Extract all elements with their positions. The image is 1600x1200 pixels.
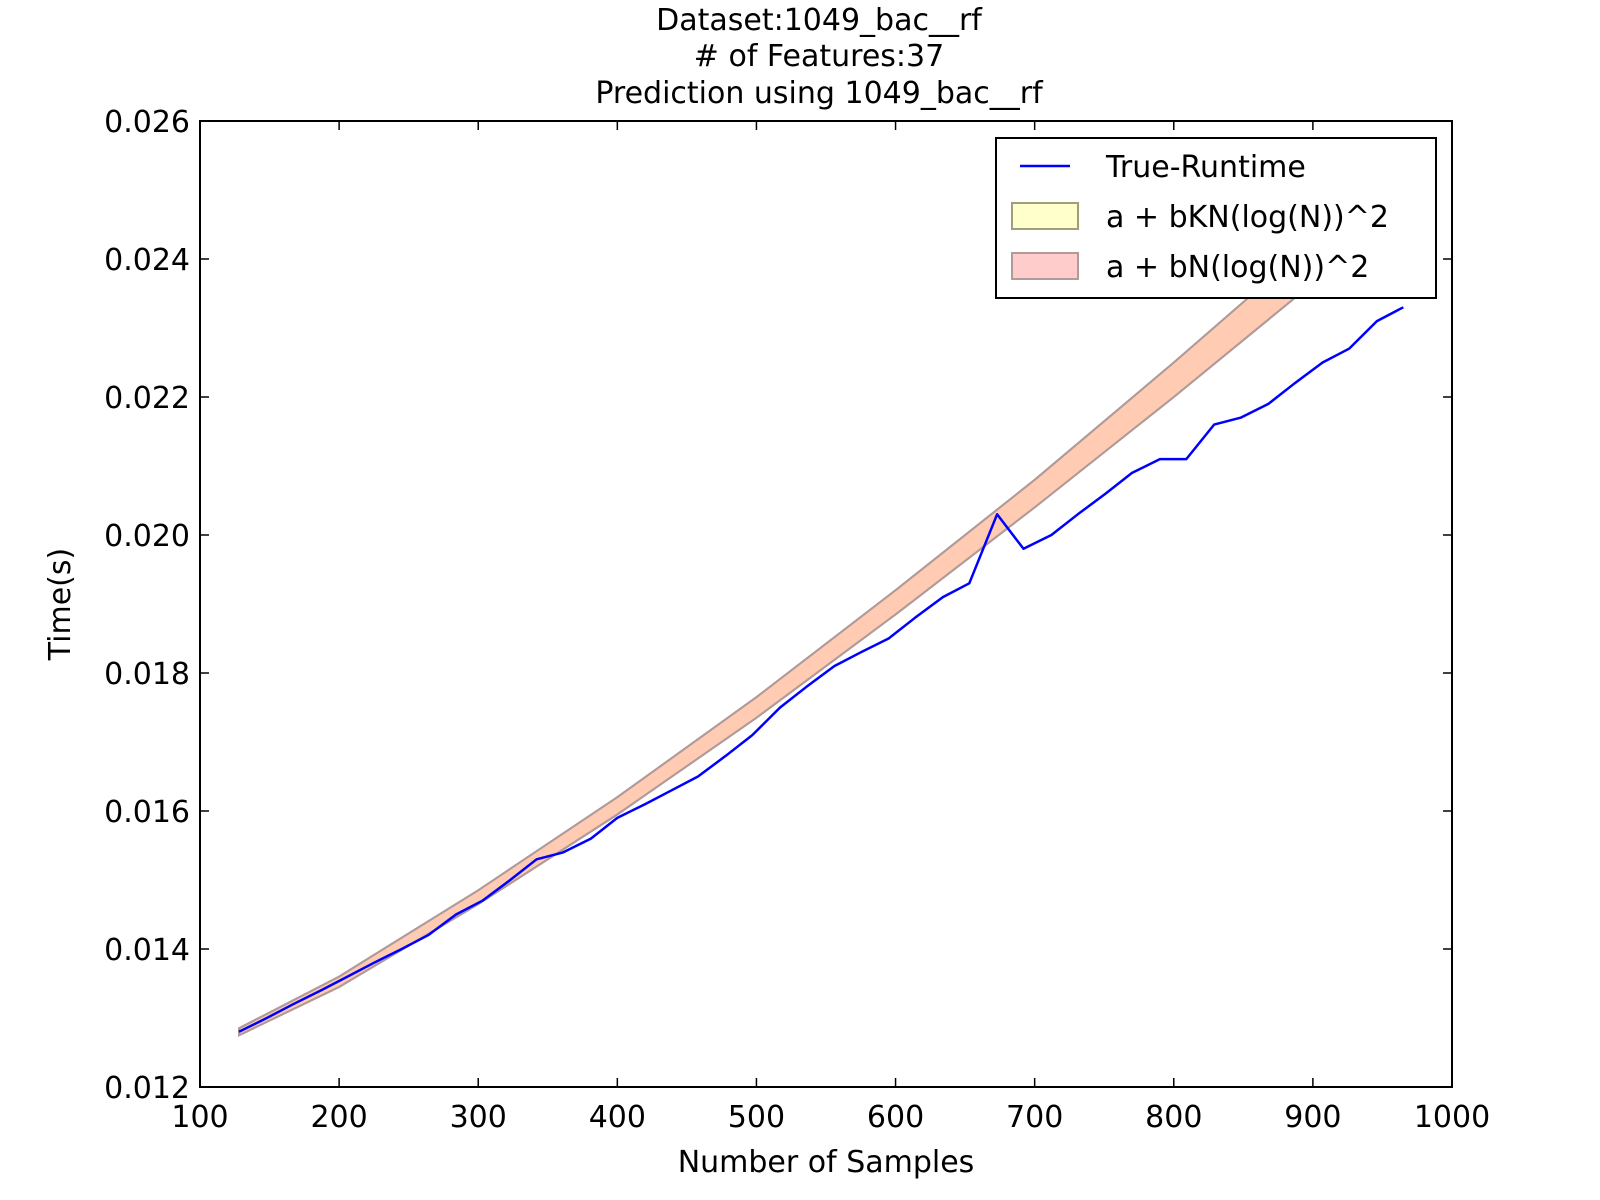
true-runtime-point bbox=[1185, 458, 1188, 461]
true-runtime-point bbox=[616, 816, 619, 819]
y-tick-label: 0.022 bbox=[104, 381, 190, 416]
x-tick-label: 100 bbox=[171, 1100, 228, 1135]
true-runtime-point bbox=[751, 734, 754, 737]
legend-swatch-bkn bbox=[1011, 202, 1079, 230]
y-tick-label: 0.012 bbox=[104, 1071, 190, 1106]
true-runtime-point bbox=[1076, 513, 1079, 516]
true-runtime-point bbox=[779, 706, 782, 709]
true-runtime-point bbox=[481, 899, 484, 902]
legend-swatch-bn bbox=[1011, 252, 1079, 280]
legend-label-bn: a + bN(log(N))^2 bbox=[1106, 250, 1369, 285]
true-runtime-point bbox=[562, 851, 565, 854]
x-tick-label: 400 bbox=[589, 1100, 646, 1135]
y-axis-label: Time(s) bbox=[43, 548, 78, 661]
true-runtime-point bbox=[455, 913, 458, 916]
true-runtime-point bbox=[589, 837, 592, 840]
true-runtime-point bbox=[887, 637, 890, 640]
true-runtime-point bbox=[346, 975, 349, 978]
true-runtime-point bbox=[320, 989, 323, 992]
true-runtime-point bbox=[644, 803, 647, 806]
true-runtime-point bbox=[1267, 402, 1270, 405]
legend: True-Runtime a + bKN(log(N))^2 a + bN(lo… bbox=[995, 137, 1437, 299]
true-runtime-point bbox=[805, 685, 808, 688]
x-tick-label: 1000 bbox=[1414, 1100, 1490, 1135]
true-runtime-point bbox=[724, 754, 727, 757]
x-tick-label: 500 bbox=[728, 1100, 785, 1135]
true-runtime-point bbox=[535, 858, 538, 861]
y-axis: 0.012 0.014 0.016 0.018 0.020 0.022 0.024 0.026 bbox=[104, 105, 1452, 1106]
y-tick-label: 0.016 bbox=[104, 795, 190, 830]
x-tick-label: 300 bbox=[450, 1100, 507, 1135]
true-runtime-line bbox=[238, 306, 1404, 1033]
y-tick-label: 0.020 bbox=[104, 519, 190, 554]
true-runtime-point bbox=[400, 948, 403, 951]
y-tick-label: 0.018 bbox=[104, 657, 190, 692]
legend-label-bkn: a + bKN(log(N))^2 bbox=[1106, 200, 1389, 235]
true-runtime-point bbox=[833, 665, 836, 668]
x-tick-label: 600 bbox=[867, 1100, 924, 1135]
x-tick-label: 200 bbox=[310, 1100, 367, 1135]
true-runtime-point bbox=[1375, 320, 1378, 323]
x-tick-label: 800 bbox=[1145, 1100, 1202, 1135]
true-runtime-point bbox=[1348, 347, 1351, 350]
true-runtime-point bbox=[697, 775, 700, 778]
true-runtime-point bbox=[1321, 361, 1324, 364]
x-axis-label: Number of Samples bbox=[678, 1145, 975, 1180]
true-runtime-point bbox=[1158, 458, 1161, 461]
true-runtime-point bbox=[1022, 547, 1025, 550]
true-runtime-point bbox=[427, 934, 430, 937]
x-axis: 100 200 300 400 500 600 700 800 900 1000 bbox=[171, 121, 1490, 1135]
true-runtime-point bbox=[372, 961, 375, 964]
true-runtime-point bbox=[859, 651, 862, 654]
chart-title-line-3: Prediction using 1049_bac__rf bbox=[595, 76, 1044, 111]
true-runtime-point bbox=[1213, 423, 1216, 426]
legend-label-true-runtime: True-Runtime bbox=[1105, 150, 1306, 185]
true-runtime-point bbox=[968, 582, 971, 585]
true-runtime-point bbox=[1104, 492, 1107, 495]
true-runtime-point bbox=[1293, 382, 1296, 385]
chart-title-line-2: # of Features:37 bbox=[694, 39, 944, 74]
true-runtime-layer bbox=[238, 306, 1405, 1033]
true-runtime-point bbox=[1131, 471, 1134, 474]
true-runtime-point bbox=[1050, 534, 1053, 537]
true-runtime-point bbox=[1239, 416, 1242, 419]
y-tick-label: 0.024 bbox=[104, 243, 190, 278]
true-runtime-point bbox=[996, 513, 999, 516]
y-tick-label: 0.026 bbox=[104, 105, 190, 140]
x-tick-label: 700 bbox=[1006, 1100, 1063, 1135]
true-runtime-point bbox=[265, 1017, 268, 1020]
true-runtime-point bbox=[238, 1030, 241, 1033]
x-tick-label: 900 bbox=[1284, 1100, 1341, 1135]
true-runtime-point bbox=[509, 879, 512, 882]
plot-frame bbox=[199, 120, 1453, 1088]
true-runtime-point bbox=[914, 616, 917, 619]
true-runtime-point bbox=[1402, 306, 1405, 309]
true-runtime-point bbox=[292, 1003, 295, 1006]
true-runtime-point bbox=[670, 789, 673, 792]
chart-title-line-1: Dataset:1049_bac__rf bbox=[656, 3, 983, 38]
true-runtime-point bbox=[941, 596, 944, 599]
y-tick-label: 0.014 bbox=[104, 933, 190, 968]
